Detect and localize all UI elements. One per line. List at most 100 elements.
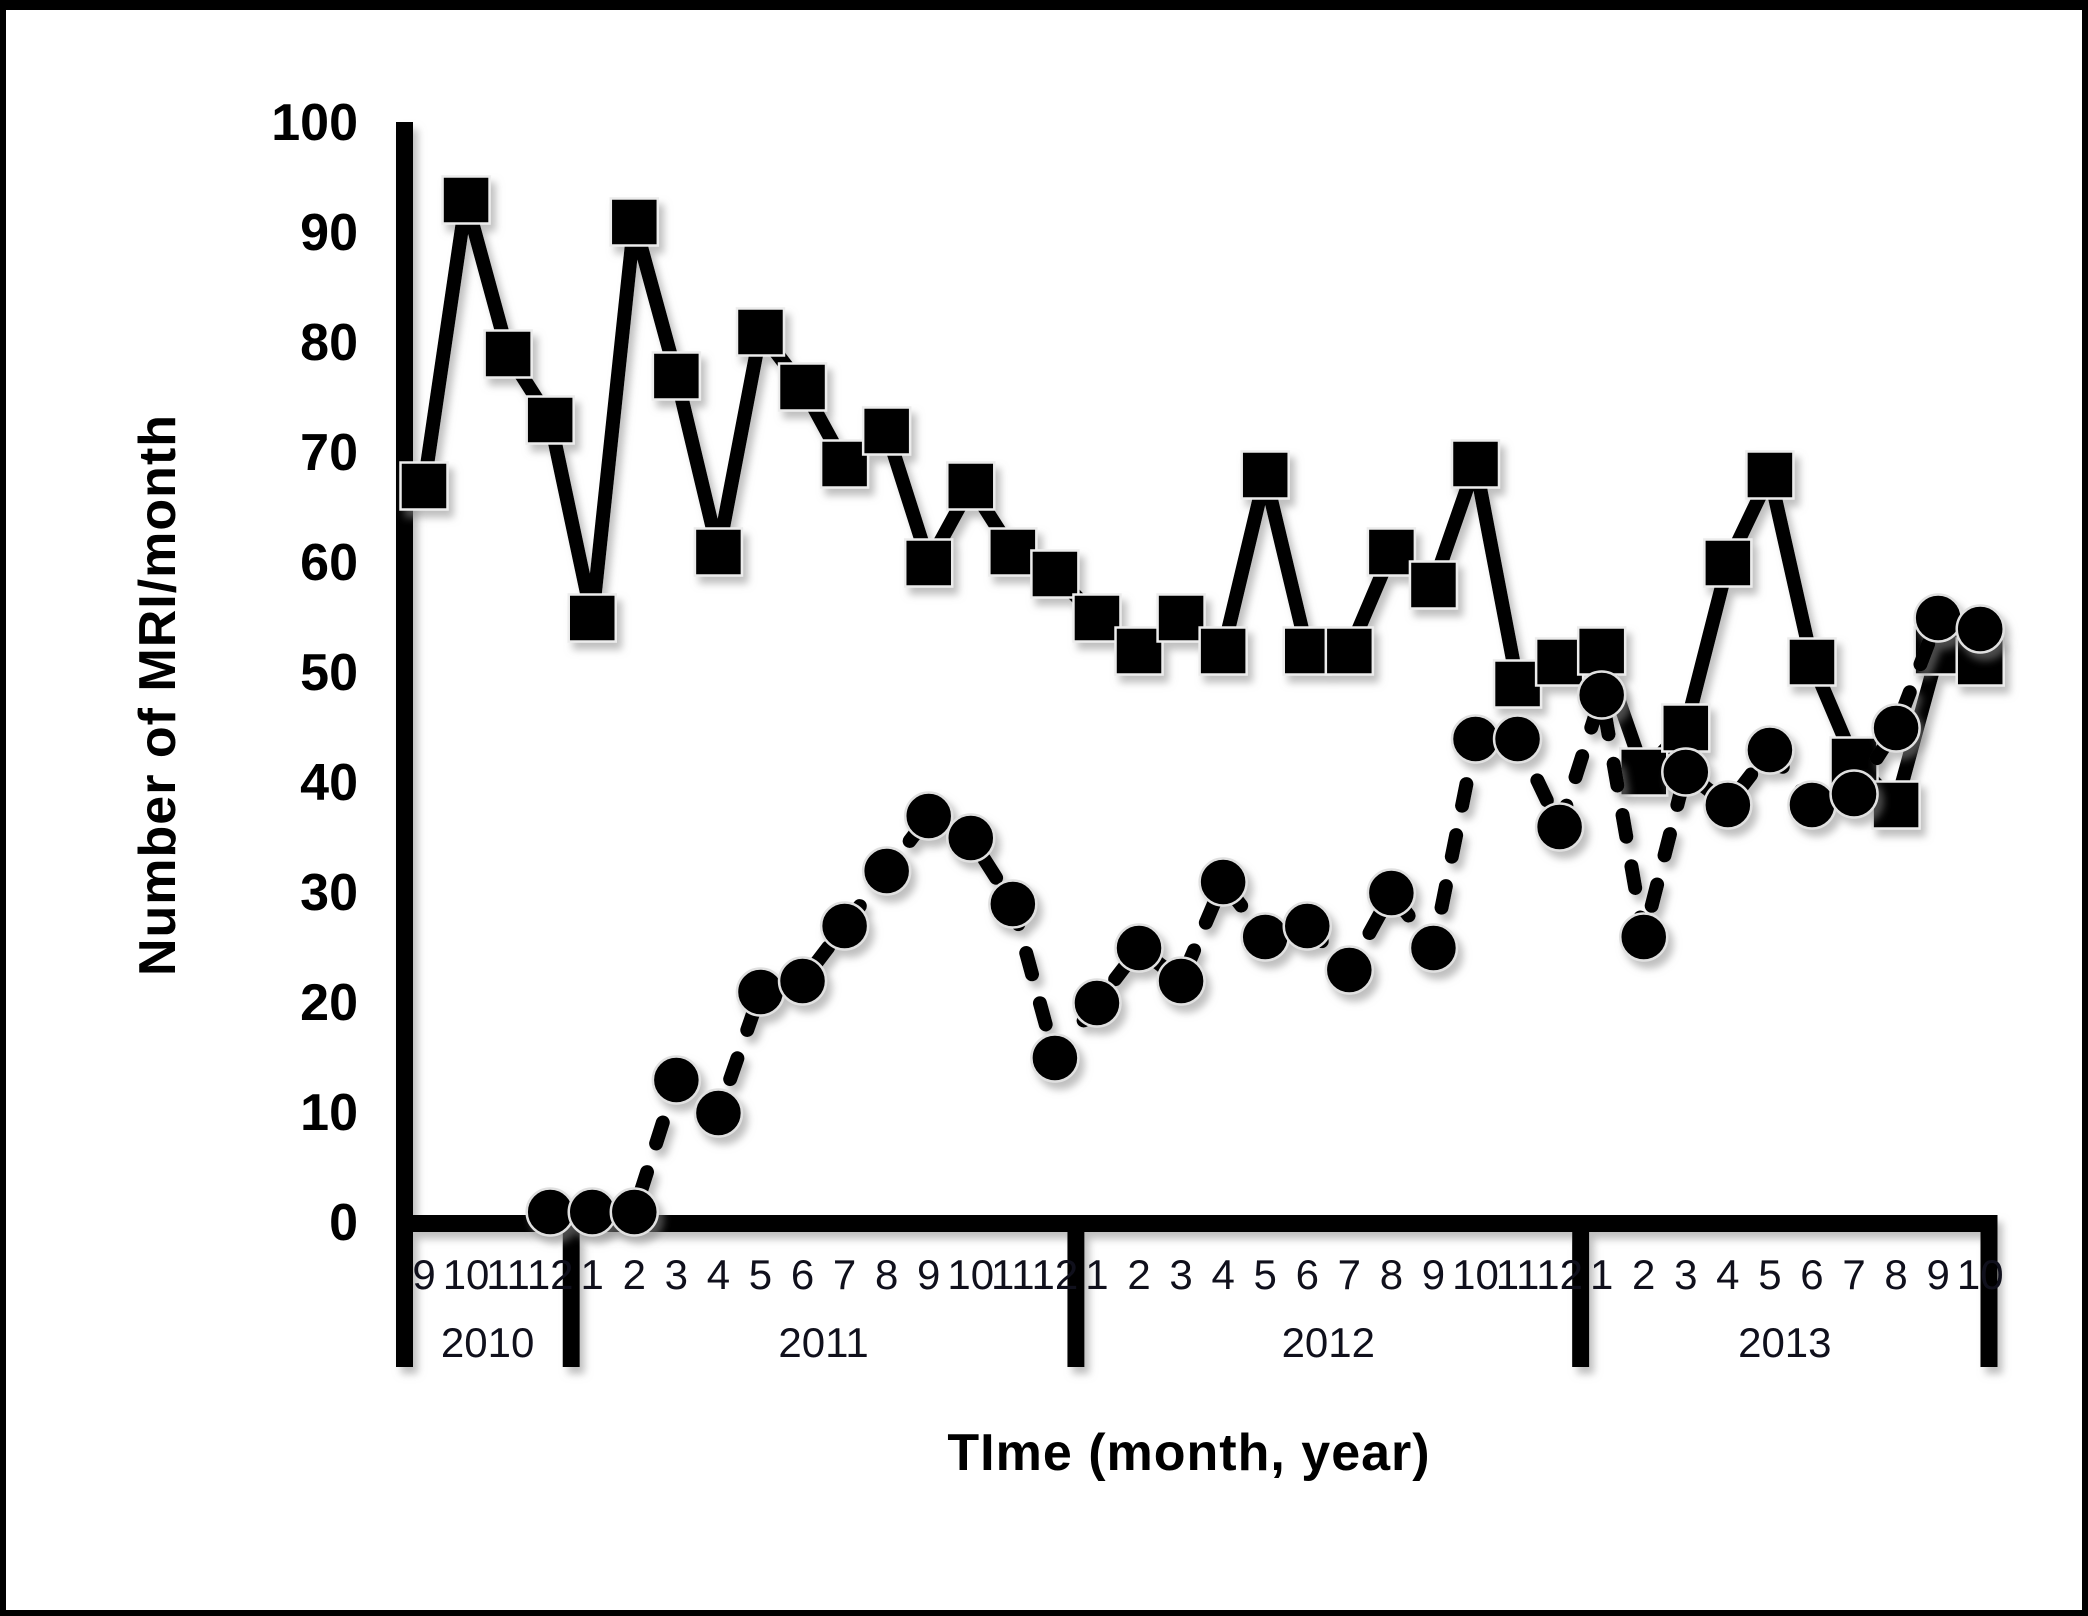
chart-canvas xyxy=(396,122,2005,1367)
month-label: 7 xyxy=(1842,1251,1866,1298)
square-marker xyxy=(1072,593,1122,643)
y-axis-line xyxy=(396,122,413,1367)
y-tick-label: 40 xyxy=(300,754,358,812)
month-label: 4 xyxy=(706,1251,731,1298)
x-axis-line xyxy=(396,1215,1996,1232)
month-label: 7 xyxy=(832,1251,857,1298)
year-label: 2010 xyxy=(440,1319,535,1366)
y-tick-label: 80 xyxy=(300,314,358,372)
y-tick-label: 60 xyxy=(300,534,358,592)
circle-marker xyxy=(1829,769,1879,819)
y-tick-label: 70 xyxy=(300,424,358,482)
circle-marker xyxy=(1661,747,1711,797)
y-tick-label: 50 xyxy=(300,644,358,702)
circle-marker xyxy=(1787,780,1837,830)
square-marker xyxy=(567,593,617,643)
month-label: 10 xyxy=(1452,1251,1499,1298)
circle-marker xyxy=(1324,945,1375,995)
year-label: 2011 xyxy=(778,1319,869,1366)
month-label: 10 xyxy=(442,1251,490,1298)
circle-marker xyxy=(1955,604,2005,654)
square-marker xyxy=(903,538,954,588)
month-label: 4 xyxy=(1716,1251,1740,1298)
y-tick-label: 0 xyxy=(329,1194,358,1252)
month-label: 5 xyxy=(748,1251,773,1298)
month-label: 12 xyxy=(1031,1251,1079,1298)
axes xyxy=(396,122,1998,1367)
square-marker xyxy=(861,406,912,456)
circle-marker xyxy=(1408,923,1459,973)
circle-marker xyxy=(1576,670,1627,720)
month-label: 9 xyxy=(412,1251,436,1298)
year-divider xyxy=(1067,1215,1085,1367)
square-marker xyxy=(399,461,449,511)
square-marker xyxy=(946,461,996,511)
series-circles-dashed xyxy=(525,593,2005,1237)
square-marker xyxy=(1324,626,1375,676)
series-area xyxy=(399,175,2005,1237)
square-marker xyxy=(1618,747,1669,797)
circle-marker xyxy=(609,1187,660,1237)
circle-marker xyxy=(946,813,996,863)
month-label: 8 xyxy=(1884,1251,1908,1298)
month-label: 3 xyxy=(1169,1251,1193,1298)
month-label: 6 xyxy=(790,1251,815,1298)
square-marker xyxy=(819,439,870,489)
month-label: 1 xyxy=(1085,1251,1109,1298)
month-label: 8 xyxy=(874,1251,899,1298)
square-marker xyxy=(1745,450,1795,500)
circle-marker xyxy=(1366,868,1417,918)
month-label: 12 xyxy=(526,1251,574,1298)
circle-marker xyxy=(777,956,828,1006)
month-label: 4 xyxy=(1211,1251,1235,1298)
circle-marker xyxy=(735,967,786,1017)
month-label: 2 xyxy=(1127,1251,1151,1298)
month-label: 5 xyxy=(1758,1251,1782,1298)
month-label: 6 xyxy=(1295,1251,1319,1298)
square-marker xyxy=(483,329,533,379)
circle-marker xyxy=(861,846,912,896)
y-tick-label: 20 xyxy=(300,974,358,1032)
circle-marker xyxy=(651,1055,702,1105)
circle-marker xyxy=(1450,714,1501,764)
series-line-solid xyxy=(417,193,1982,812)
square-marker xyxy=(1534,637,1585,687)
month-label: 11 xyxy=(1495,1251,1540,1298)
circle-marker xyxy=(988,879,1038,929)
y-tick-label: 100 xyxy=(271,94,358,152)
circle-marker xyxy=(1871,703,1921,753)
circle-marker xyxy=(1198,857,1248,907)
square-marker xyxy=(777,362,828,412)
square-marker xyxy=(735,307,786,357)
square-marker xyxy=(1198,626,1248,676)
month-label: 12 xyxy=(1536,1251,1583,1298)
square-marker xyxy=(1787,637,1837,687)
square-marker xyxy=(988,527,1038,577)
year-label: 2012 xyxy=(1281,1319,1375,1366)
square-marker xyxy=(1492,659,1543,709)
circle-marker xyxy=(1030,1033,1080,1083)
circle-marker xyxy=(1745,725,1795,775)
month-label: 9 xyxy=(1926,1251,1950,1298)
circle-marker xyxy=(567,1187,617,1237)
year-label: 2013 xyxy=(1738,1319,1832,1366)
circle-marker xyxy=(1492,714,1543,764)
square-marker xyxy=(1282,626,1333,676)
month-label: 5 xyxy=(1253,1251,1277,1298)
year-divider xyxy=(1980,1215,1998,1367)
square-marker xyxy=(1366,527,1417,577)
square-marker xyxy=(1703,538,1753,588)
square-marker xyxy=(651,351,702,401)
month-label: 10 xyxy=(947,1251,995,1298)
square-marker xyxy=(525,395,575,445)
circle-marker xyxy=(1114,923,1164,973)
circle-marker xyxy=(1913,593,1963,643)
month-label: 6 xyxy=(1800,1251,1824,1298)
circle-marker xyxy=(819,901,870,951)
circle-marker xyxy=(693,1088,744,1138)
square-marker xyxy=(1450,439,1501,489)
month-label: 11 xyxy=(991,1251,1035,1298)
square-marker xyxy=(1240,450,1290,500)
circle-marker xyxy=(1534,802,1585,852)
